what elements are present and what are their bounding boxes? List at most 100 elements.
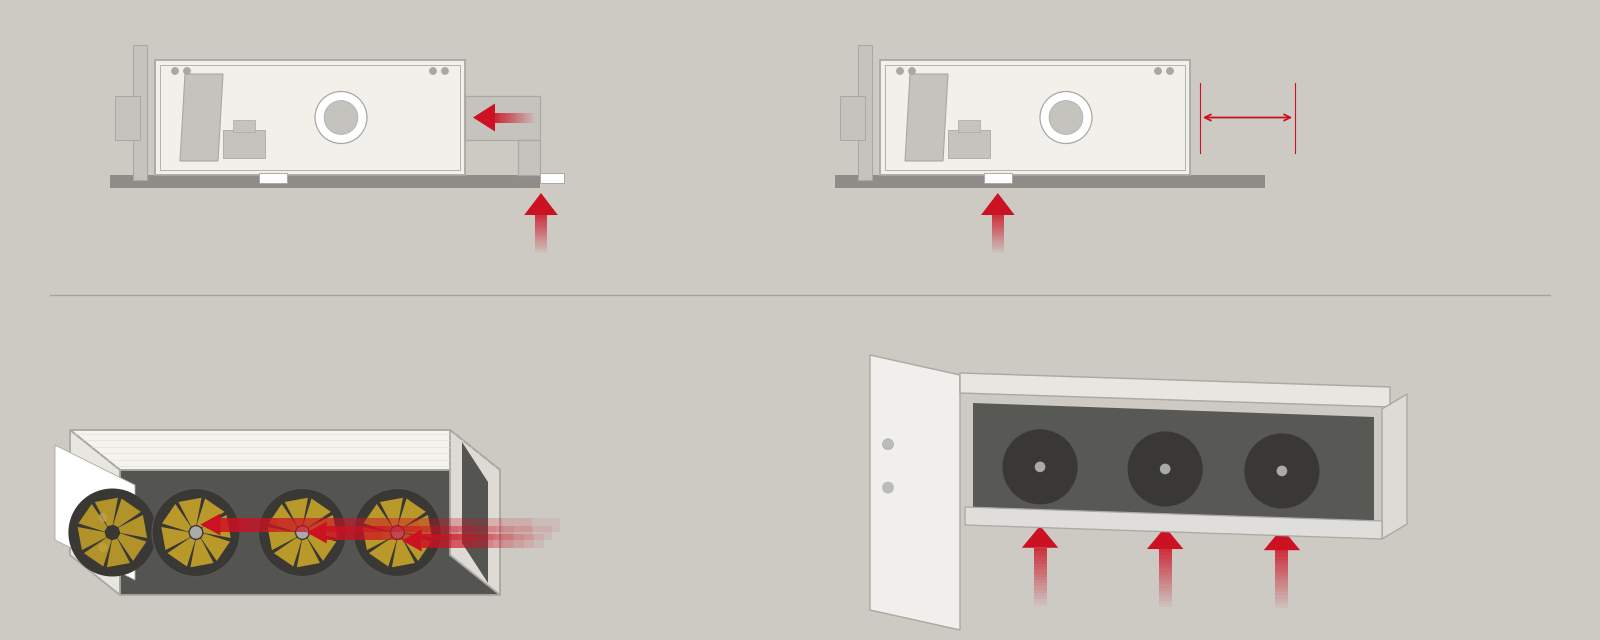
Bar	[992, 232, 1003, 234]
Polygon shape	[118, 533, 146, 561]
Polygon shape	[402, 529, 422, 552]
Bar	[992, 221, 1003, 223]
Bar	[541, 173, 563, 183]
Bar	[365, 525, 382, 540]
Bar	[992, 225, 1003, 228]
Bar	[1158, 604, 1171, 607]
Bar	[472, 534, 483, 547]
Bar	[1034, 570, 1046, 573]
Polygon shape	[107, 539, 130, 567]
Bar	[835, 175, 1266, 188]
Circle shape	[442, 68, 448, 74]
Bar	[514, 113, 517, 122]
Polygon shape	[274, 538, 301, 566]
Polygon shape	[118, 515, 147, 538]
Bar	[992, 215, 1003, 217]
Bar	[1034, 589, 1046, 593]
Circle shape	[99, 513, 107, 522]
Bar	[1034, 567, 1046, 570]
Polygon shape	[78, 527, 106, 550]
Bar	[534, 221, 547, 223]
Bar	[534, 244, 547, 246]
Bar	[155, 60, 466, 175]
Bar	[1158, 556, 1171, 559]
Bar	[1158, 594, 1171, 597]
Polygon shape	[200, 513, 221, 536]
Bar	[517, 113, 518, 122]
Bar	[534, 243, 547, 244]
Bar	[984, 173, 1011, 183]
Polygon shape	[403, 515, 432, 538]
Polygon shape	[54, 445, 134, 580]
Bar	[1275, 566, 1288, 570]
Polygon shape	[190, 539, 213, 567]
Bar	[259, 173, 286, 183]
Circle shape	[190, 526, 202, 539]
Bar	[522, 113, 525, 122]
Bar	[506, 113, 509, 122]
Polygon shape	[70, 430, 120, 595]
Bar	[1158, 597, 1171, 600]
Bar	[1275, 605, 1288, 608]
Polygon shape	[298, 539, 320, 567]
Bar	[1275, 570, 1288, 573]
Circle shape	[184, 68, 190, 74]
Bar	[534, 223, 547, 225]
Bar	[992, 246, 1003, 249]
Bar	[1275, 589, 1288, 592]
Bar	[133, 45, 147, 180]
Polygon shape	[267, 527, 296, 550]
Bar	[1034, 564, 1046, 567]
Circle shape	[69, 488, 157, 577]
Polygon shape	[363, 504, 392, 532]
Polygon shape	[114, 499, 141, 527]
Polygon shape	[973, 403, 1374, 529]
Circle shape	[1155, 68, 1162, 74]
Circle shape	[1050, 100, 1083, 134]
Bar	[992, 220, 1003, 221]
Bar	[992, 251, 1003, 253]
Bar	[1158, 600, 1171, 604]
Bar	[992, 249, 1003, 251]
Polygon shape	[870, 355, 960, 630]
Circle shape	[1002, 429, 1078, 505]
Bar	[390, 518, 419, 531]
Bar	[1034, 599, 1046, 602]
Circle shape	[1035, 461, 1045, 472]
Circle shape	[883, 439, 893, 450]
Bar	[958, 120, 979, 132]
Circle shape	[354, 488, 442, 577]
Bar	[422, 534, 432, 547]
Polygon shape	[285, 498, 307, 526]
Bar	[992, 228, 1003, 230]
Bar	[1158, 562, 1171, 565]
Bar	[531, 518, 560, 531]
Bar	[1275, 573, 1288, 576]
Polygon shape	[906, 74, 947, 161]
Circle shape	[1126, 431, 1203, 507]
Bar	[248, 518, 277, 531]
Bar	[421, 525, 440, 540]
Circle shape	[315, 92, 366, 143]
Bar	[858, 45, 872, 180]
Circle shape	[171, 68, 178, 74]
Bar	[992, 223, 1003, 225]
Polygon shape	[168, 538, 195, 566]
Bar	[446, 518, 475, 531]
Bar	[1275, 602, 1288, 605]
Bar	[234, 120, 254, 132]
Bar	[1275, 560, 1288, 563]
Bar	[534, 238, 547, 241]
Bar	[514, 534, 523, 547]
Polygon shape	[398, 499, 426, 527]
Bar	[1158, 549, 1171, 552]
Circle shape	[296, 526, 309, 539]
Bar	[1034, 596, 1046, 599]
Circle shape	[392, 526, 403, 539]
Bar	[504, 534, 514, 547]
Circle shape	[325, 100, 358, 134]
Bar	[518, 113, 522, 122]
Polygon shape	[965, 507, 1382, 539]
Polygon shape	[307, 522, 326, 543]
Circle shape	[152, 488, 240, 577]
